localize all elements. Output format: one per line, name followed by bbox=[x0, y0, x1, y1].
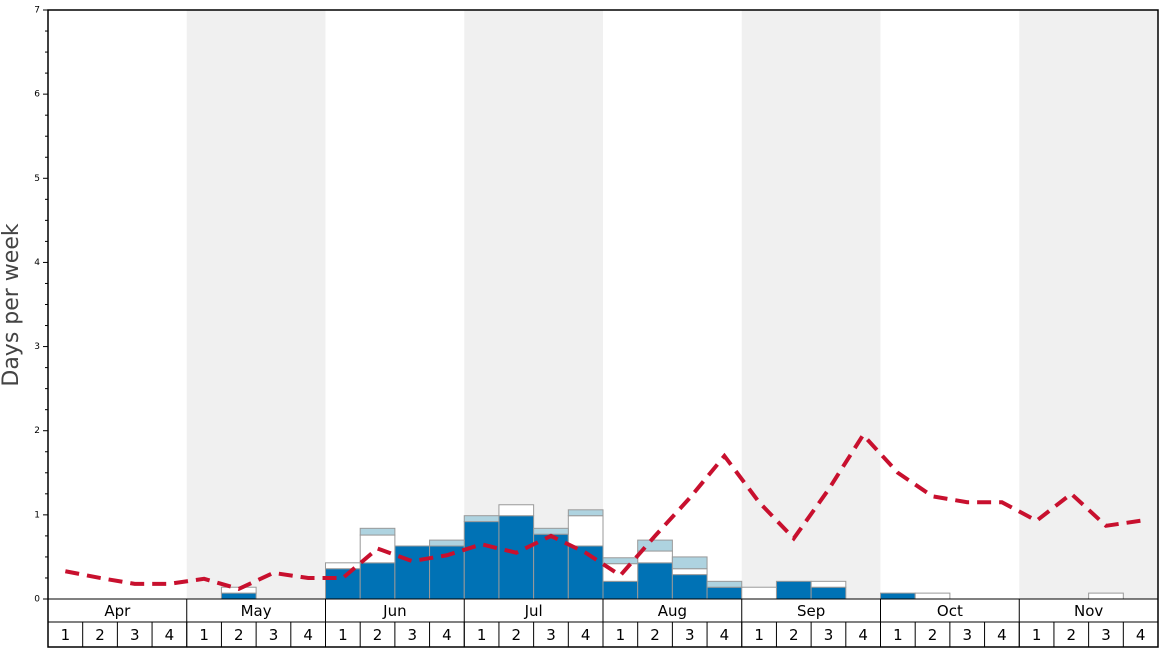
bar-segment bbox=[533, 533, 569, 600]
bar-segment bbox=[533, 527, 569, 535]
bar-segment bbox=[359, 527, 396, 536]
week-label: 2 bbox=[512, 626, 522, 644]
bar-segment bbox=[706, 586, 743, 600]
bar-segment bbox=[775, 580, 812, 600]
frame bbox=[47, 9, 1159, 648]
week-label: 1 bbox=[616, 626, 626, 644]
y-tick-label: 0 bbox=[34, 595, 40, 605]
week-label: 1 bbox=[893, 626, 903, 644]
week-label: 4 bbox=[165, 626, 175, 644]
month-label: Jul bbox=[524, 602, 543, 620]
y-tick-label: 3 bbox=[34, 342, 40, 352]
week-label: 3 bbox=[546, 626, 556, 644]
month-label: Jun bbox=[382, 602, 406, 620]
week-label: 4 bbox=[1136, 626, 1146, 644]
week-label: 1 bbox=[338, 626, 348, 644]
y-tick-label: 2 bbox=[34, 426, 40, 436]
week-label: 2 bbox=[650, 626, 660, 644]
month-label: Nov bbox=[1074, 602, 1103, 620]
bar-segment bbox=[706, 580, 743, 588]
week-label: 1 bbox=[754, 626, 764, 644]
y-tick-label: 5 bbox=[34, 174, 40, 184]
y-tick-label: 7 bbox=[34, 6, 40, 16]
bar-segment bbox=[602, 580, 639, 600]
y-tick-label: 4 bbox=[34, 258, 40, 268]
bar-segment bbox=[325, 562, 361, 570]
week-label: 1 bbox=[1032, 626, 1042, 644]
bar-segment bbox=[671, 568, 708, 576]
bar-segment bbox=[325, 568, 361, 600]
bar-segment bbox=[671, 574, 708, 600]
month-label: Apr bbox=[104, 602, 131, 620]
bar-segment bbox=[394, 545, 431, 600]
week-label: 4 bbox=[997, 626, 1007, 644]
y-tick-label: 1 bbox=[34, 510, 40, 520]
bar-segment bbox=[1088, 592, 1124, 600]
week-label: 4 bbox=[720, 626, 730, 644]
month-shade bbox=[464, 10, 603, 599]
month-shade bbox=[1019, 10, 1158, 599]
bar-segment bbox=[671, 556, 708, 570]
bar-segment bbox=[810, 586, 847, 600]
week-label: 4 bbox=[581, 626, 591, 644]
week-label: 4 bbox=[303, 626, 313, 644]
bar-segment bbox=[567, 509, 604, 517]
week-label: 1 bbox=[61, 626, 71, 644]
month-label: May bbox=[241, 602, 272, 620]
trend-line bbox=[64, 431, 1141, 592]
month-shade bbox=[186, 10, 326, 599]
week-label: 2 bbox=[373, 626, 383, 644]
month-shade bbox=[741, 10, 881, 599]
bar-segment bbox=[637, 550, 673, 564]
week-label: 3 bbox=[130, 626, 140, 644]
week-label: 1 bbox=[199, 626, 209, 644]
bar-segment bbox=[498, 504, 535, 517]
week-label: 2 bbox=[95, 626, 105, 644]
y-tick-label: 6 bbox=[34, 90, 40, 100]
week-label: 2 bbox=[789, 626, 799, 644]
bar-segment bbox=[637, 539, 673, 552]
bar-segment bbox=[429, 539, 465, 547]
y-axis-label: Days per week bbox=[0, 223, 24, 386]
month-label: Sep bbox=[797, 602, 825, 620]
week-label: 1 bbox=[477, 626, 487, 644]
bar-segment bbox=[810, 580, 847, 588]
bar-segment bbox=[359, 562, 396, 600]
bar-segment bbox=[463, 515, 500, 523]
bar-segment bbox=[602, 557, 639, 565]
week-label: 3 bbox=[824, 626, 834, 644]
bar-segment bbox=[741, 586, 777, 600]
week-label: 2 bbox=[234, 626, 244, 644]
week-label: 3 bbox=[685, 626, 695, 644]
week-label: 3 bbox=[407, 626, 417, 644]
week-label: 3 bbox=[1101, 626, 1111, 644]
bar-segment bbox=[463, 521, 500, 600]
week-label: 4 bbox=[442, 626, 452, 644]
month-label: Aug bbox=[658, 602, 687, 620]
bar-segment bbox=[498, 515, 535, 600]
bar-segment bbox=[880, 592, 916, 600]
bar-segment bbox=[637, 562, 673, 600]
bar-segment bbox=[567, 515, 604, 547]
week-label: 3 bbox=[962, 626, 972, 644]
week-label: 2 bbox=[1067, 626, 1077, 644]
bar-segment bbox=[914, 592, 951, 600]
week-label: 3 bbox=[269, 626, 279, 644]
week-label: 4 bbox=[858, 626, 868, 644]
bar-segment bbox=[220, 592, 257, 600]
month-label: Oct bbox=[937, 602, 963, 620]
week-label: 2 bbox=[928, 626, 938, 644]
